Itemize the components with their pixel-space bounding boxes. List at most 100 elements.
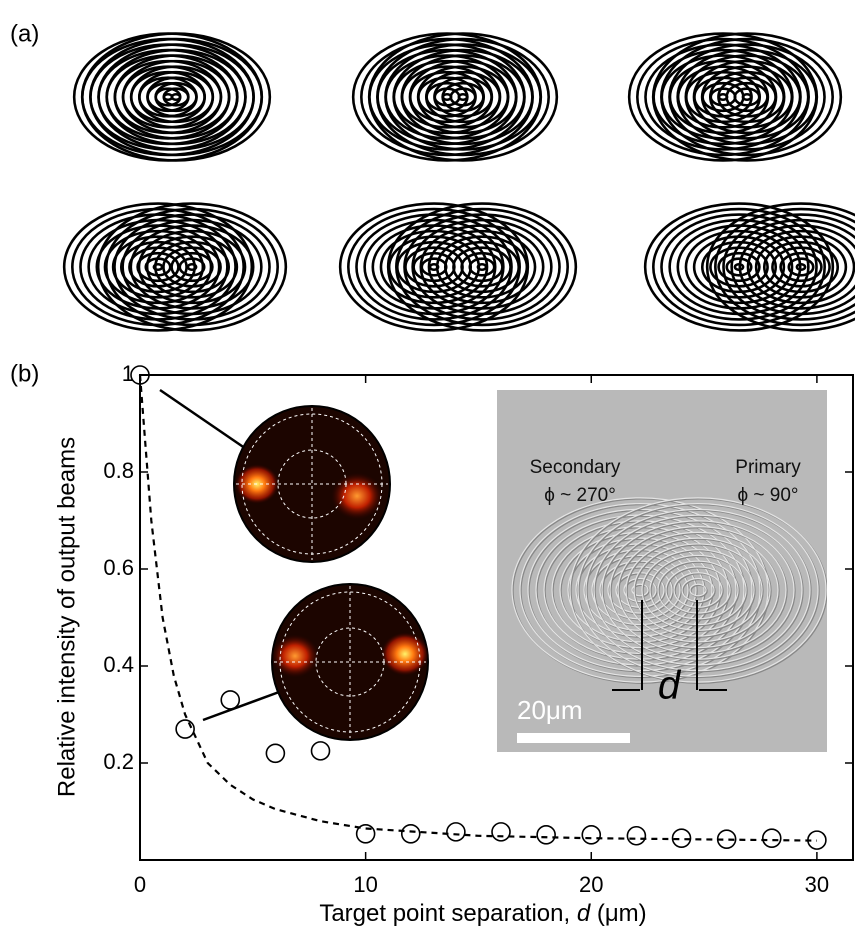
sem-ring [602, 521, 796, 661]
ring [170, 92, 182, 102]
scale-bar [517, 733, 630, 743]
ring [403, 213, 561, 321]
ring [660, 213, 818, 321]
beam-spot [331, 472, 383, 520]
sem-ring [632, 584, 650, 598]
ring [395, 207, 569, 327]
ring [152, 262, 164, 272]
ring [717, 76, 777, 118]
ring [441, 81, 485, 113]
ring [452, 246, 512, 288]
ring [730, 218, 855, 316]
ring [754, 235, 848, 299]
data-point [626, 825, 647, 846]
x-axis-label-part: Target point separation, [319, 900, 577, 927]
ring [435, 235, 529, 299]
ring [376, 48, 518, 146]
ring [113, 54, 239, 140]
sem-ring [591, 554, 689, 626]
ring [684, 229, 794, 305]
ring [105, 207, 279, 327]
scale-label: 20μm [517, 695, 583, 725]
sem-ring [650, 555, 748, 627]
y-tick-label: 0.8 [103, 458, 134, 483]
ring [386, 202, 578, 332]
ring [460, 251, 504, 283]
ring [771, 246, 831, 288]
ring [779, 251, 823, 283]
ring [746, 229, 855, 305]
ring [105, 48, 247, 146]
ring [684, 54, 810, 140]
lens-patterns [62, 32, 855, 332]
sem-ring [689, 583, 707, 597]
ring [72, 32, 264, 162]
gap-label: d [658, 664, 682, 708]
ring [392, 48, 534, 146]
ring [400, 54, 526, 140]
sem-label: ϕ ~ 90° [737, 485, 798, 506]
ring [351, 32, 543, 162]
x-tick-label: 30 [805, 872, 829, 897]
ring [96, 202, 288, 332]
sem-ring [519, 503, 761, 678]
sem-ring [570, 498, 827, 684]
ring [433, 76, 493, 118]
ring [87, 218, 229, 316]
sem-lenses [511, 497, 827, 684]
ring [154, 81, 198, 113]
ring [424, 70, 502, 124]
ring [146, 81, 190, 113]
sem-ring [658, 561, 740, 621]
ring [89, 37, 263, 157]
sem-ring [610, 526, 788, 656]
x-axis-label: Target point separation, d (μm) [319, 900, 646, 927]
x-tick-label: 0 [134, 872, 146, 897]
ring [146, 76, 206, 118]
ring [97, 48, 239, 146]
y-tick-label: 0.6 [103, 555, 134, 580]
ring [144, 257, 172, 277]
ring [700, 240, 778, 294]
ring [408, 59, 518, 135]
data-point [581, 824, 602, 845]
ring [416, 65, 510, 129]
sem-ring [594, 515, 804, 667]
ring [111, 235, 205, 299]
sem-ring [631, 583, 649, 597]
ring [660, 37, 834, 157]
ring [787, 257, 815, 277]
ring [643, 202, 835, 332]
ring [62, 202, 254, 332]
sem-background [497, 390, 827, 752]
sem-ring [674, 573, 724, 609]
sem-ring [607, 566, 673, 614]
sem-ring [618, 532, 780, 650]
ring [162, 87, 190, 107]
ring [795, 262, 807, 272]
plot-frame [139, 374, 854, 861]
data-point [446, 822, 466, 842]
ring [420, 257, 448, 277]
ring [709, 87, 737, 107]
data-point [536, 824, 556, 845]
sem-ring [626, 538, 772, 644]
panel-label: (b) [10, 360, 39, 387]
ring [651, 32, 843, 162]
data-point [761, 828, 782, 848]
beam-spot [381, 632, 429, 676]
ring [725, 257, 753, 277]
ring [121, 59, 231, 135]
ring [71, 207, 245, 327]
data-point [130, 365, 150, 385]
sem-ring [623, 577, 657, 603]
sem-ring [559, 531, 721, 649]
data-point [265, 743, 286, 764]
sem-label: ϕ ~ 270° [544, 485, 616, 506]
beam-images [233, 405, 429, 741]
sem-ring [690, 584, 708, 598]
ring [449, 87, 477, 107]
ring [411, 218, 553, 316]
ring [162, 246, 222, 288]
